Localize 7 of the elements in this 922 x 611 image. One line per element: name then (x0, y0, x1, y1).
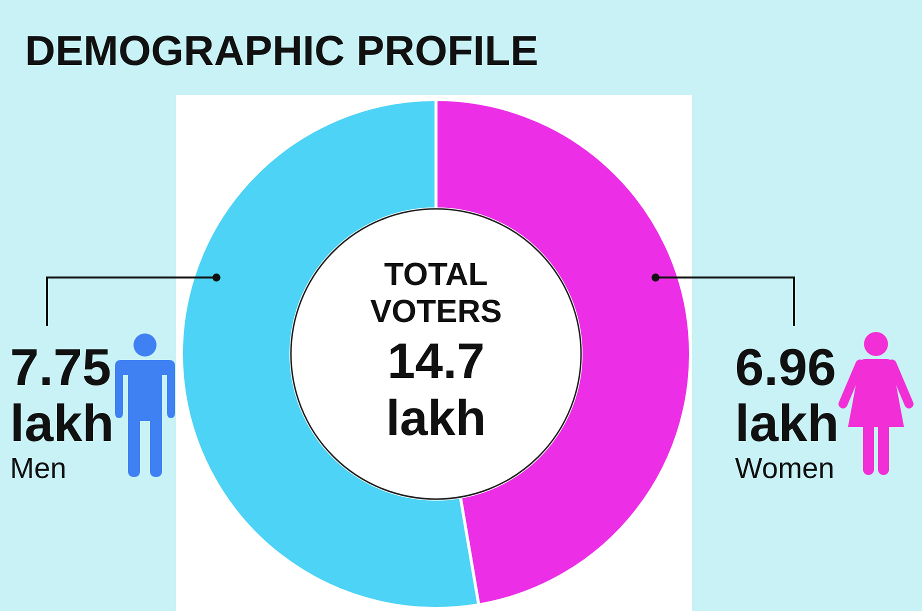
data-label: 7.75 lakh (10, 339, 114, 453)
text: 14.7 lakh (386, 333, 486, 446)
data-label: 6.96 lakh (735, 339, 840, 453)
text: TOTAL VOTERS (370, 256, 502, 329)
slice-label: Women (735, 453, 834, 485)
slice-label: Men (10, 453, 66, 485)
chart-title: DEMOGRAPHIC PROFILE (25, 27, 538, 74)
